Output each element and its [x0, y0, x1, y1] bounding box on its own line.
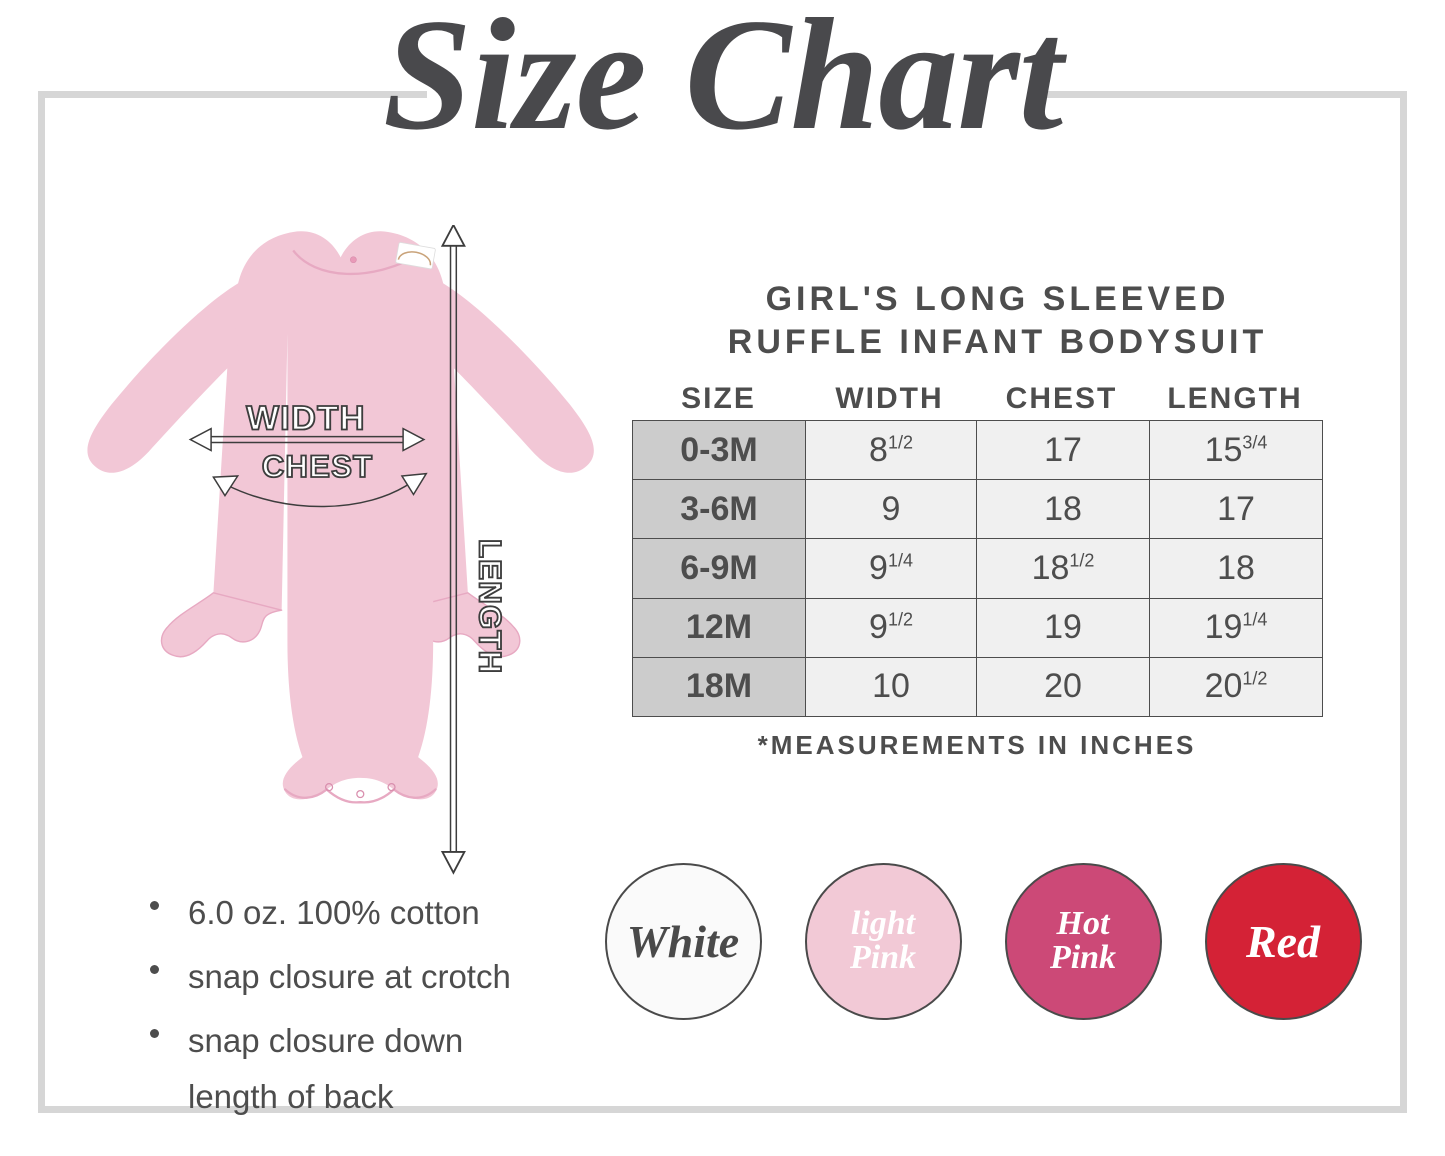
svg-text:LENGTH: LENGTH	[472, 539, 507, 674]
svg-text:WIDTH: WIDTH	[246, 400, 365, 438]
svg-text:CHEST: CHEST	[262, 449, 374, 484]
